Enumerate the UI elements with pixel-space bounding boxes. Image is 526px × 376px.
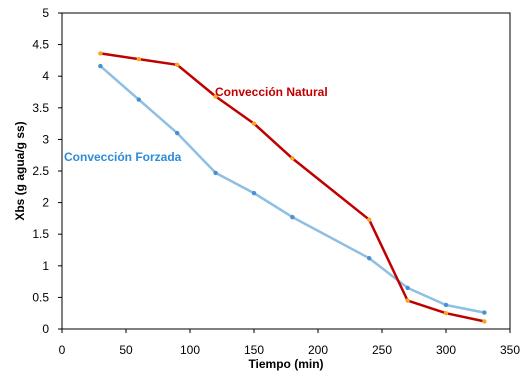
data-point-natural [482, 319, 487, 324]
y-tick-label: 2 [42, 196, 49, 210]
y-tick-label: 0 [42, 322, 49, 336]
data-point-natural [175, 62, 180, 68]
x-tick-label: 100 [180, 343, 200, 357]
data-point-forzada [443, 302, 449, 308]
data-point-forzada [290, 214, 295, 220]
y-axis-ticks: 0 0.5 1 1.5 2 2.5 3 3.5 4 4.5 5 [32, 6, 62, 336]
series-label-forzada: Convección Forzada [64, 150, 182, 164]
y-tick-label: 1 [42, 259, 49, 273]
x-tick-label: 0 [59, 343, 66, 357]
data-point-forzada [175, 130, 180, 136]
data-point-natural [290, 156, 295, 161]
y-tick-label: 1.5 [32, 227, 49, 241]
x-tick-label: 350 [500, 343, 520, 357]
data-point-forzada [405, 285, 410, 291]
data-point-natural [367, 217, 372, 222]
x-tick-label: 150 [244, 343, 264, 357]
y-tick-label: 5 [42, 6, 49, 20]
data-point-forzada [213, 170, 218, 176]
x-axis-ticks: 0 50 100 150 200 250 300 350 [59, 329, 520, 357]
data-point-natural [443, 311, 449, 316]
data-point-forzada [251, 190, 257, 196]
series-layer [98, 51, 487, 324]
x-tick-label: 300 [436, 343, 456, 357]
y-tick-label: 3.5 [32, 101, 49, 115]
y-tick-label: 3 [42, 132, 49, 146]
data-point-forzada [136, 97, 141, 102]
y-tick-label: 2.5 [32, 164, 49, 178]
data-point-natural [251, 121, 257, 126]
data-point-forzada [482, 310, 487, 315]
y-axis-title: Xbs (g agua/g ss) [13, 121, 27, 220]
series-line-natural [100, 52, 485, 323]
x-tick-label: 50 [119, 343, 133, 357]
series-line-forzada [99, 65, 485, 314]
data-point-natural [405, 298, 410, 303]
data-point-natural [136, 56, 141, 62]
plot-area [61, 12, 511, 330]
series-label-natural: Convección Natural [215, 85, 328, 99]
x-tick-label: 250 [372, 343, 392, 357]
data-point-forzada [98, 63, 103, 69]
data-point-natural [213, 94, 218, 99]
y-tick-label: 0.5 [32, 290, 49, 304]
y-tick-label: 4.5 [32, 38, 49, 52]
x-axis-title: Tiempo (min) [248, 357, 323, 371]
data-point-natural [98, 51, 103, 56]
y-tick-label: 4 [42, 69, 49, 83]
data-point-forzada [367, 256, 372, 261]
x-tick-label: 200 [308, 343, 328, 357]
